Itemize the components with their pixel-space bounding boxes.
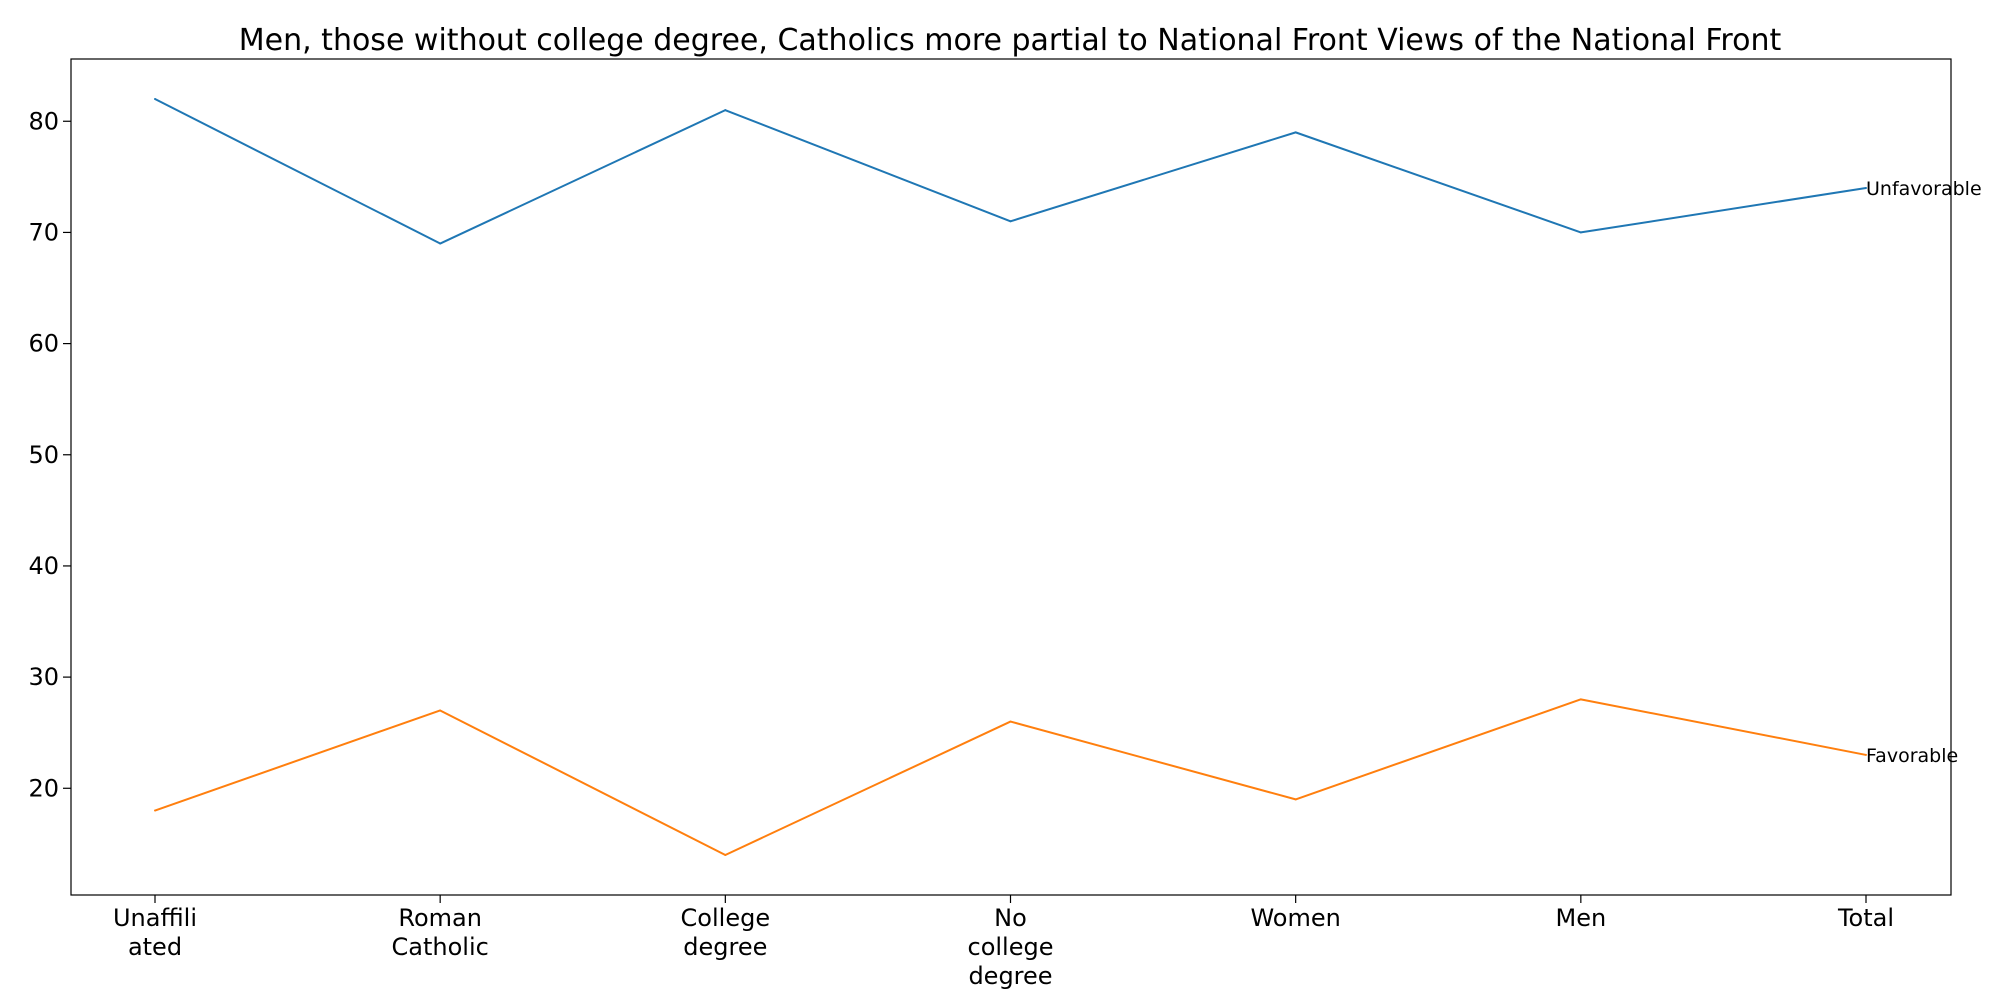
series-label-unfavorable: Unfavorable (1866, 178, 1982, 200)
data-point-unfavorable (1579, 231, 1582, 234)
series-label-layer: Unfavorable Favorable (1866, 178, 1982, 767)
x-tick-label-line: College (681, 904, 771, 932)
y-tick-label: 80 (28, 107, 59, 135)
data-point-favorable (724, 853, 727, 856)
x-tick-label: College degree (681, 904, 771, 961)
data-point-unfavorable (1009, 220, 1012, 223)
x-tick-label-line: No (994, 904, 1027, 932)
x-tick-label: Roman Catholic (392, 904, 489, 961)
x-tick-label: Men (1555, 904, 1606, 932)
x-tick-label-line: Total (1837, 904, 1894, 932)
data-point-favorable (1009, 720, 1012, 723)
data-point-unfavorable (154, 98, 156, 101)
data-point-unfavorable (439, 242, 442, 245)
x-tick-label-line: Unaffili (113, 904, 197, 932)
x-tick-label-line: degree (968, 962, 1052, 990)
data-point-favorable (439, 709, 442, 712)
data-point-favorable (1865, 753, 1867, 756)
data-point-unfavorable (1294, 131, 1297, 134)
series-line-favorable (154, 698, 1867, 856)
y-tick-label: 20 (28, 774, 59, 802)
x-tick-label: Women (1250, 904, 1340, 932)
x-tick-label: No college degree (968, 904, 1054, 990)
series-layer (154, 98, 1867, 856)
plot-area-frame (70, 58, 1952, 896)
y-tick-label: 40 (28, 552, 59, 580)
y-tick-label: 30 (28, 663, 59, 691)
x-tick-label-line: Women (1250, 904, 1340, 932)
data-point-favorable (1579, 698, 1582, 701)
y-tick-label: 50 (28, 441, 59, 469)
data-point-favorable (1294, 798, 1297, 801)
data-point-favorable (154, 809, 156, 812)
x-tick-label-line: ated (128, 933, 182, 961)
data-point-unfavorable (1865, 186, 1867, 189)
x-tick-label-line: Roman (398, 904, 482, 932)
y-axis: 20 30 40 50 60 70 80 (28, 107, 71, 802)
y-tick-label: 60 (28, 330, 59, 358)
data-point-unfavorable (724, 109, 727, 112)
series-label-favorable: Favorable (1866, 745, 1958, 767)
x-tick-label-line: Men (1555, 904, 1606, 932)
x-tick-label-line: Catholic (392, 933, 489, 961)
x-tick-label: Unaffili ated (113, 904, 197, 961)
chart-title: Men, those without college degree, Catho… (239, 23, 1782, 58)
x-tick-label-line: college (968, 933, 1054, 961)
y-tick-label: 70 (28, 218, 59, 246)
x-tick-label-line: degree (683, 933, 767, 961)
x-tick-label: Total (1837, 904, 1894, 932)
